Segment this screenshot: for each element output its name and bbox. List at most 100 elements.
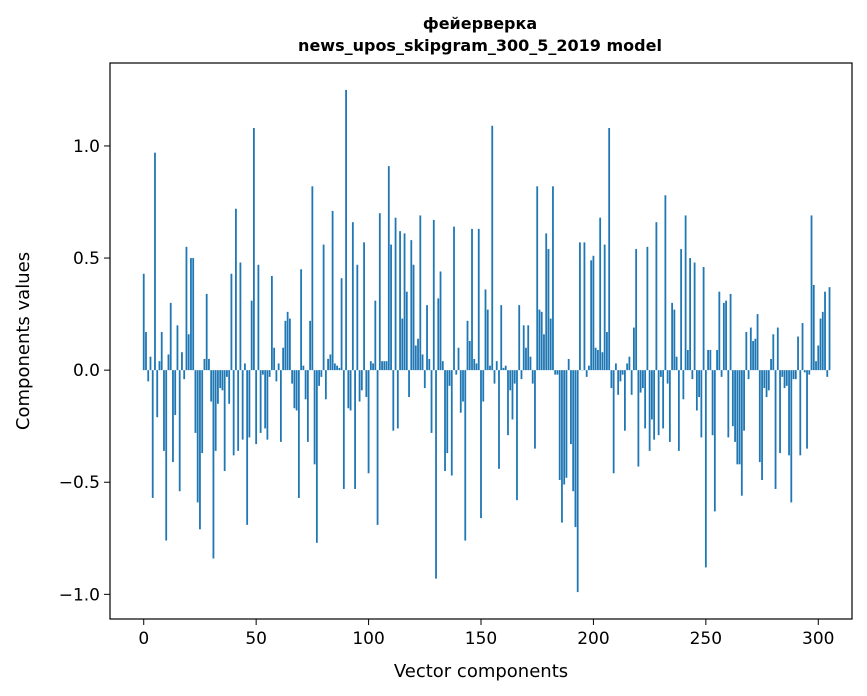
bar-component-138 (453, 226, 455, 371)
bar-component-146 (471, 228, 473, 371)
bar-component-185 (558, 370, 561, 480)
bar-component-58 (273, 347, 276, 371)
bar-component-71 (302, 365, 305, 371)
bar-component-256 (718, 291, 721, 371)
bar-component-174 (534, 370, 536, 449)
bar-component-263 (734, 370, 736, 442)
bar-component-101 (369, 361, 372, 371)
bar-component-121 (414, 345, 417, 371)
bar-component-251 (707, 349, 709, 371)
bar-component-61 (279, 370, 282, 442)
x-axis-ticks: 0 50 100 150 200 250 300 (138, 619, 834, 649)
bar-component-0 (142, 273, 145, 371)
bar-component-36 (223, 370, 226, 472)
bar-component-100 (367, 370, 370, 474)
bar-component-165 (513, 370, 516, 384)
bar-component-134 (444, 370, 446, 472)
bar-component-290 (794, 370, 797, 380)
bar-component-302 (821, 311, 824, 371)
bar-component-141 (459, 370, 462, 413)
bar-component-248 (700, 370, 703, 438)
x-tick-label: 0 (138, 629, 149, 649)
x-tick-label: 50 (245, 629, 267, 649)
bar-component-109 (387, 166, 390, 371)
bar-component-88 (340, 278, 343, 371)
bar-component-157 (495, 361, 498, 371)
bar-component-20 (187, 334, 190, 371)
bar-component-170 (525, 347, 527, 371)
bar-component-178 (543, 334, 545, 371)
bar-component-221 (639, 370, 642, 393)
bar-component-7 (158, 361, 161, 371)
bar-component-202 (597, 349, 599, 371)
x-tick-label: 250 (690, 629, 722, 649)
bar-component-26 (201, 370, 204, 454)
bar-component-111 (392, 370, 395, 431)
bar-component-131 (437, 298, 440, 371)
bar-component-287 (788, 370, 790, 456)
bar-component-140 (457, 347, 460, 371)
bar-component-214 (624, 370, 626, 431)
bar-component-173 (531, 370, 534, 384)
bar-component-147 (473, 358, 476, 371)
bar-component-55 (266, 370, 269, 440)
bar-component-69 (297, 370, 300, 498)
bar-component-273 (756, 314, 759, 371)
bar-component-301 (819, 318, 822, 371)
bar-component-90 (345, 89, 347, 371)
bar-component-144 (466, 320, 469, 371)
bar-component-184 (556, 370, 559, 375)
bar-component-135 (446, 370, 449, 454)
bar-component-265 (738, 370, 741, 465)
bar-component-1 (145, 332, 147, 371)
bar-component-229 (657, 370, 660, 436)
bar-component-59 (275, 370, 278, 382)
bar-component-130 (435, 370, 437, 579)
bar-component-199 (590, 260, 593, 371)
y-tick-label: 0.5 (73, 249, 100, 269)
bar-component-27 (203, 358, 206, 371)
bar-component-278 (767, 370, 770, 391)
bar-component-74 (309, 320, 312, 371)
bar-component-133 (441, 361, 444, 371)
bar-component-304 (826, 370, 829, 377)
bar-component-268 (745, 332, 748, 371)
bar-component-213 (621, 370, 624, 375)
bar-component-275 (761, 370, 763, 480)
bar-component-41 (235, 208, 237, 371)
bar-component-18 (183, 370, 186, 380)
bar-component-291 (797, 336, 799, 371)
y-tick-label: 1.0 (73, 137, 100, 157)
bar-component-148 (475, 363, 478, 371)
bar-component-67 (293, 370, 296, 409)
bar-component-62 (282, 347, 285, 371)
bar-component-107 (383, 361, 386, 371)
y-axis-label: Components values (13, 252, 34, 430)
bar-component-21 (190, 258, 192, 371)
bar-component-106 (381, 361, 383, 371)
bar-component-194 (579, 242, 581, 371)
bar-component-85 (333, 363, 336, 371)
bar-component-250 (704, 370, 707, 568)
bar-component-188 (565, 370, 568, 478)
bar-component-75 (311, 186, 314, 371)
bar-component-118 (408, 370, 410, 398)
bar-component-212 (619, 370, 622, 382)
bar-component-102 (372, 363, 374, 371)
bar-component-176 (538, 309, 541, 371)
bar-component-64 (286, 311, 289, 371)
y-tick-label: −1.0 (59, 585, 100, 605)
bar-component-15 (176, 325, 179, 371)
bar-component-197 (585, 370, 588, 377)
bar-component-45 (244, 363, 246, 371)
bar-component-192 (574, 370, 577, 528)
bar-component-152 (484, 289, 487, 371)
bar-component-87 (338, 367, 341, 371)
bar-component-82 (327, 358, 329, 371)
bar-component-25 (199, 370, 201, 530)
bar-component-260 (727, 370, 730, 438)
bar-component-198 (588, 365, 590, 371)
bar-component-79 (320, 370, 323, 377)
bar-component-77 (315, 370, 318, 543)
bar-component-294 (803, 370, 806, 373)
